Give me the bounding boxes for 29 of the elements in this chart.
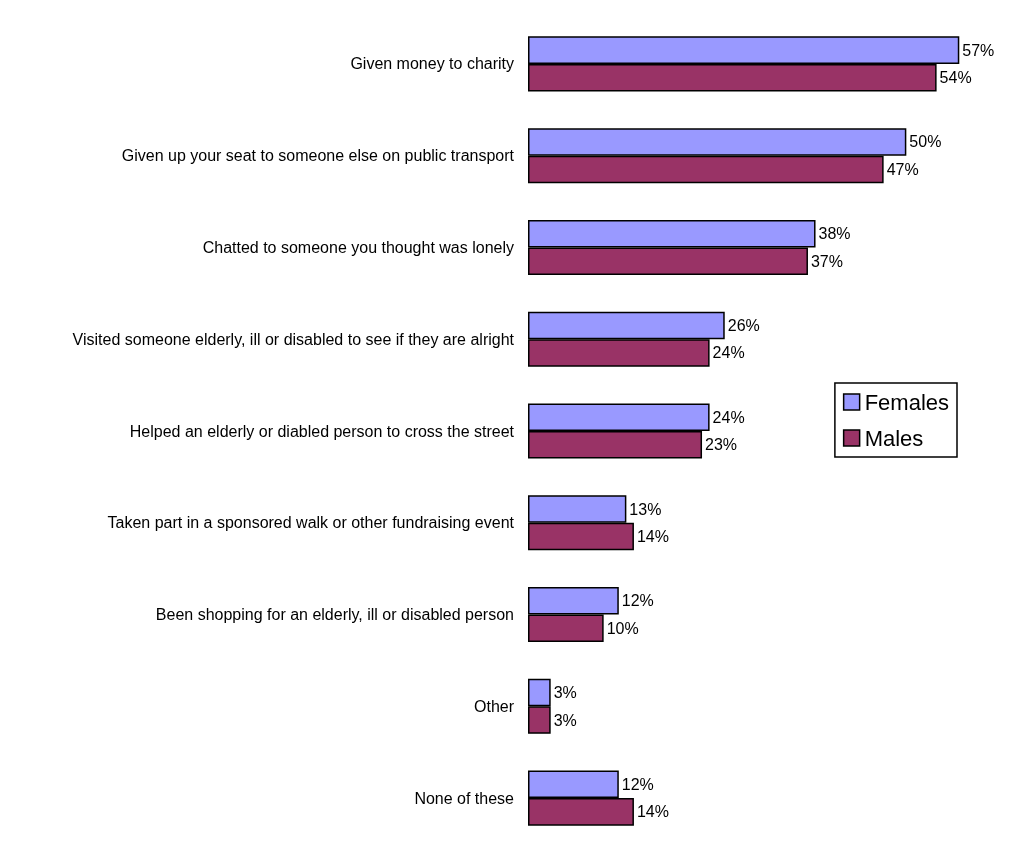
y-tick-label: Given up your seat to someone else on public transport	[121, 147, 515, 165]
y-tick-label: Helped an elderly or diabled person to cross the street	[129, 422, 515, 440]
data-label: 13%	[629, 500, 662, 518]
data-label: 24%	[712, 344, 745, 362]
data-label: 12%	[621, 592, 654, 610]
data-label: 37%	[810, 252, 843, 270]
data-label: 47%	[886, 160, 919, 178]
legend-label: Males	[864, 425, 924, 451]
data-label: 14%	[636, 803, 669, 821]
data-label: 24%	[712, 408, 745, 426]
y-tick-label: Chatted to someone you thought was lonely	[202, 238, 514, 256]
data-label: 3%	[553, 684, 577, 702]
data-label: 14%	[636, 528, 669, 546]
data-label: 26%	[727, 316, 760, 334]
y-tick-label: None of these	[414, 789, 515, 807]
y-tick-label: Given money to charity	[350, 55, 514, 73]
data-label: 54%	[939, 69, 972, 87]
data-label: 23%	[705, 436, 738, 454]
data-label: 10%	[606, 619, 639, 637]
y-tick-label: Visited someone elderly, ill or disabled to see if they are alright	[72, 330, 515, 348]
legend-label: Females	[864, 389, 949, 415]
y-tick-label: Other	[473, 697, 515, 715]
data-label: 57%	[962, 41, 995, 59]
y-tick-label: Been shopping for an elderly, ill or disabled person	[155, 606, 514, 624]
data-label: 38%	[818, 225, 851, 243]
data-label: 50%	[909, 133, 942, 151]
y-tick-label: Taken part in a sponsored walk or other fundraising event	[107, 514, 515, 532]
data-label: 3%	[553, 711, 577, 729]
data-label: 12%	[621, 775, 654, 793]
